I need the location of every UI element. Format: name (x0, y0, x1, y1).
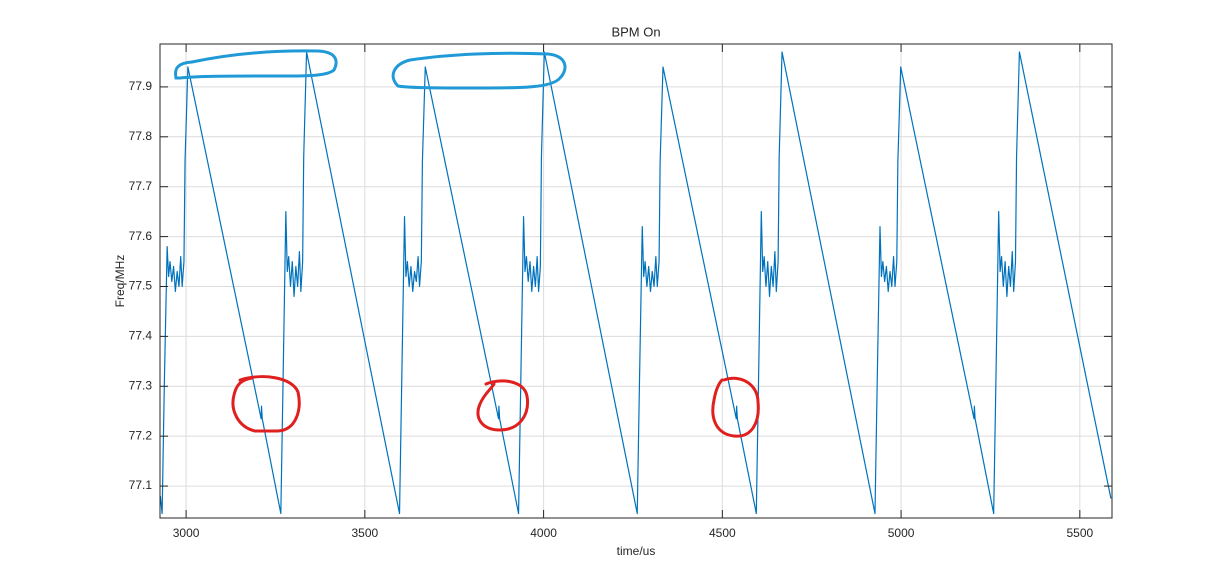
x-tick-label: 5500 (1066, 526, 1093, 540)
x-tick-label: 4500 (709, 526, 736, 540)
highlight-circle (231, 375, 301, 433)
y-axis-label: Freq/MHz (113, 255, 127, 308)
x-axis-label: time/us (617, 544, 656, 558)
highlight-circle (476, 379, 530, 432)
y-tick-label: 77.6 (129, 229, 153, 243)
y-tick-label: 77.5 (129, 279, 153, 293)
axes-box (159, 43, 1113, 519)
annotations (174, 49, 760, 438)
chart-title: BPM On (611, 24, 660, 39)
y-tick-label: 77.4 (129, 329, 153, 343)
x-tick-label: 3500 (351, 526, 378, 540)
y-tick-label: 77.2 (129, 428, 153, 442)
y-tick-label: 77.3 (129, 378, 153, 392)
x-tick-label: 4000 (530, 526, 557, 540)
y-tick-label: 77.9 (129, 79, 153, 93)
y-tick-label: 77.8 (129, 129, 153, 143)
data-line (160, 51, 1112, 515)
y-tick-label: 77.7 (129, 179, 153, 193)
highlight-circle (711, 376, 760, 438)
plot-area (160, 44, 1112, 518)
highlight-oval (391, 51, 567, 90)
x-tick-label: 5000 (888, 526, 915, 540)
x-tick-label: 3000 (173, 526, 200, 540)
highlight-oval (174, 49, 338, 80)
y-tick-label: 77.1 (129, 478, 153, 492)
